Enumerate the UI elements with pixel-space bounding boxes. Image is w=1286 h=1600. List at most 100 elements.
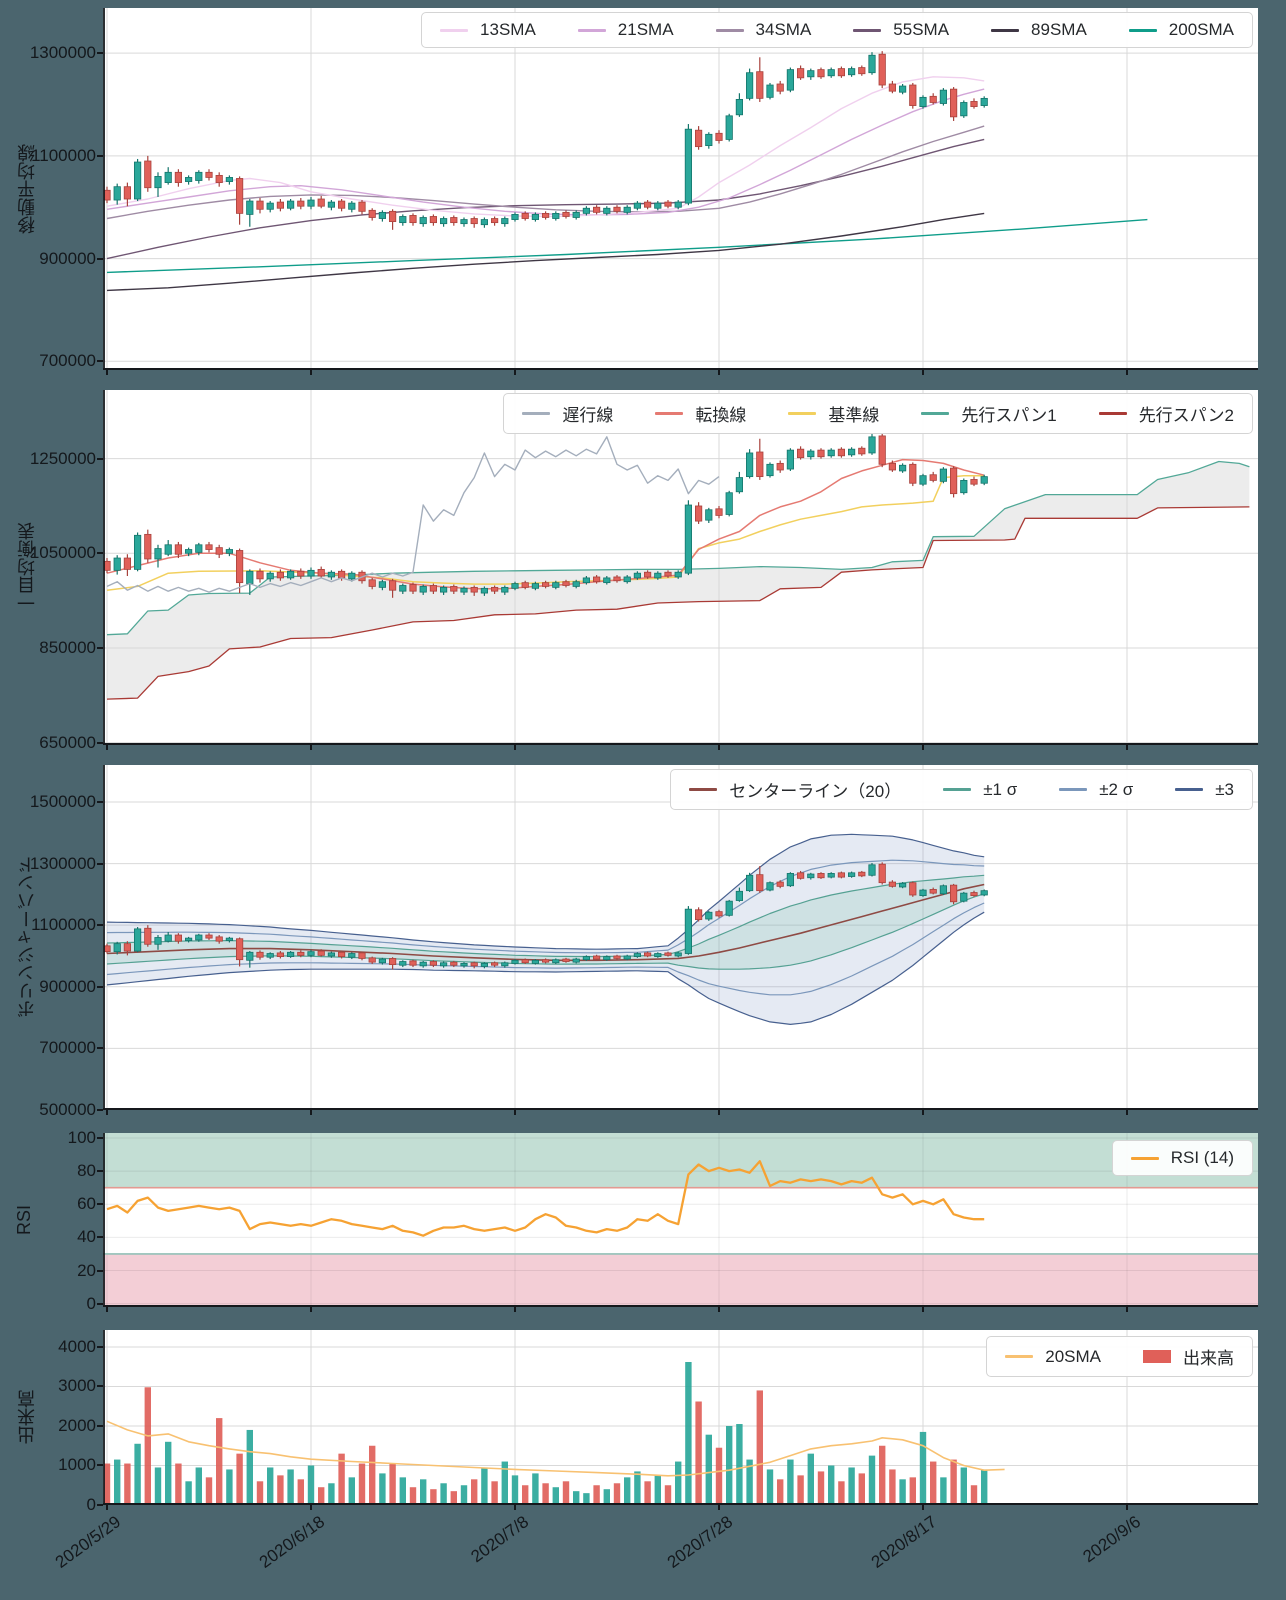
y-tick-mark: [97, 1109, 103, 1111]
y-tick-mark: [97, 552, 103, 555]
y-tick-label: 900000: [39, 976, 96, 996]
x-tick-mark: [310, 1110, 312, 1115]
legend-label: ±1 σ: [983, 779, 1018, 799]
y-tick-label: 650000: [39, 732, 96, 752]
y-tick-mark: [97, 1464, 103, 1467]
y-tick-mark: [97, 800, 103, 803]
legend-item: 先行スパン2: [1098, 401, 1234, 426]
x-tick-mark: [310, 370, 312, 375]
x-tick-label: 2020/6/18: [255, 1512, 329, 1572]
legend-label: センターライン（20）: [729, 782, 902, 801]
legend-line-swatch: [1098, 412, 1127, 415]
y-tick-label: 1100000: [31, 145, 96, 165]
x-tick-label: 2020/7/8: [467, 1512, 533, 1567]
y-tick-mark: [97, 646, 103, 649]
panel-bollinger-plot: [103, 765, 1258, 1110]
legend-label: ±3: [1215, 779, 1234, 799]
legend-label: 20SMA: [1045, 1346, 1101, 1366]
legend-line-swatch: [522, 412, 551, 415]
legend-item: 20SMA: [1005, 1347, 1101, 1367]
x-tick-mark: [106, 370, 108, 375]
x-tick-mark: [1126, 1110, 1128, 1115]
y-tick-mark: [97, 862, 103, 865]
x-tick-mark: [718, 370, 720, 375]
y-tick-label: 2000: [58, 1415, 96, 1435]
legend-line-swatch: [440, 28, 469, 32]
legend-label: 遅行線: [562, 406, 614, 425]
y-tick-mark: [97, 1047, 103, 1050]
y-tick-label: 900000: [39, 248, 96, 268]
y-tick-label: 20: [77, 1260, 96, 1280]
legend-volume: 20SMA 出来高: [986, 1336, 1253, 1377]
x-tick-mark: [718, 1307, 720, 1312]
legend-item: 転換線: [655, 401, 746, 426]
legend-label: 34SMA: [755, 20, 812, 39]
legend-line-swatch: [715, 28, 744, 32]
x-tick-mark: [922, 745, 924, 750]
x-tick-label: 2020/9/6: [1079, 1512, 1145, 1567]
y-tick-mark: [97, 154, 103, 157]
legend-item: 34SMA: [715, 20, 812, 40]
y-tick-label: 80: [77, 1161, 96, 1181]
legend-label: 13SMA: [480, 20, 536, 39]
legend-line-swatch: [1059, 788, 1088, 791]
panel-ichimoku-plot: [103, 390, 1258, 745]
legend-line-swatch: [1005, 1355, 1034, 1358]
x-tick-mark: [310, 1505, 312, 1510]
legend-item: 先行スパン1: [921, 401, 1057, 426]
x-tick-mark: [718, 745, 720, 750]
x-tick-mark: [1126, 745, 1128, 750]
y-tick-mark: [97, 1424, 103, 1427]
legend-line-swatch: [1128, 28, 1157, 32]
x-tick-mark: [1126, 370, 1128, 375]
legend-label: 89SMA: [1031, 20, 1087, 39]
y-tick-mark: [97, 1302, 103, 1305]
x-tick-label: 2020/8/17: [867, 1512, 941, 1572]
legend-bollinger: センターライン（20） ±1 σ ±2 σ ±3: [670, 769, 1253, 810]
x-tick-mark: [514, 745, 516, 750]
legend-line-swatch: [853, 28, 882, 32]
y-tick-label: 4000: [58, 1336, 96, 1356]
legend-label: ±2 σ: [1099, 779, 1134, 799]
y-tick-label: 40: [77, 1227, 96, 1247]
x-tick-mark: [310, 745, 312, 750]
x-tick-mark: [922, 1505, 924, 1510]
legend-label: 転換線: [695, 406, 747, 425]
legend-label: RSI (14): [1170, 1148, 1234, 1167]
y-axis-title-ichimoku: 一目均衡表: [17, 522, 37, 612]
x-tick-mark: [922, 1307, 924, 1312]
y-tick-mark: [97, 1269, 103, 1272]
y-tick-mark: [97, 1236, 103, 1239]
y-tick-mark: [97, 360, 103, 363]
x-tick-mark: [718, 1110, 720, 1115]
y-tick-label: 1250000: [29, 448, 96, 468]
y-tick-mark: [97, 985, 103, 988]
y-tick-mark: [97, 1504, 103, 1506]
y-tick-label: 700000: [39, 1038, 96, 1058]
x-tick-mark: [106, 1307, 108, 1312]
y-tick-mark: [97, 1345, 103, 1348]
legend-patch-swatch: [1143, 1350, 1171, 1363]
y-tick-label: 1500000: [29, 791, 96, 811]
y-tick-label: 100: [67, 1127, 96, 1147]
legend-label: 21SMA: [617, 20, 674, 39]
y-tick-label: 1000: [58, 1455, 96, 1475]
legend-line-swatch: [921, 412, 950, 415]
legend-line-swatch: [1175, 788, 1204, 791]
y-tick-mark: [97, 1203, 103, 1206]
x-tick-mark: [922, 1110, 924, 1115]
x-tick-mark: [106, 745, 108, 750]
x-tick-mark: [1126, 1307, 1128, 1312]
x-tick-mark: [514, 1307, 516, 1312]
x-tick-mark: [310, 1307, 312, 1312]
legend-item: 13SMA: [440, 20, 536, 40]
legend-rsi: RSI (14): [1111, 1140, 1253, 1176]
y-tick-label: 60: [77, 1194, 96, 1214]
y-tick-label: 1300000: [29, 43, 96, 63]
y-tick-label: 1100000: [31, 915, 96, 935]
legend-item: 200SMA: [1128, 20, 1234, 40]
x-tick-mark: [514, 1110, 516, 1115]
x-tick-mark: [718, 1505, 720, 1510]
y-tick-mark: [97, 924, 103, 927]
panel-rsi-plot: [103, 1133, 1258, 1307]
